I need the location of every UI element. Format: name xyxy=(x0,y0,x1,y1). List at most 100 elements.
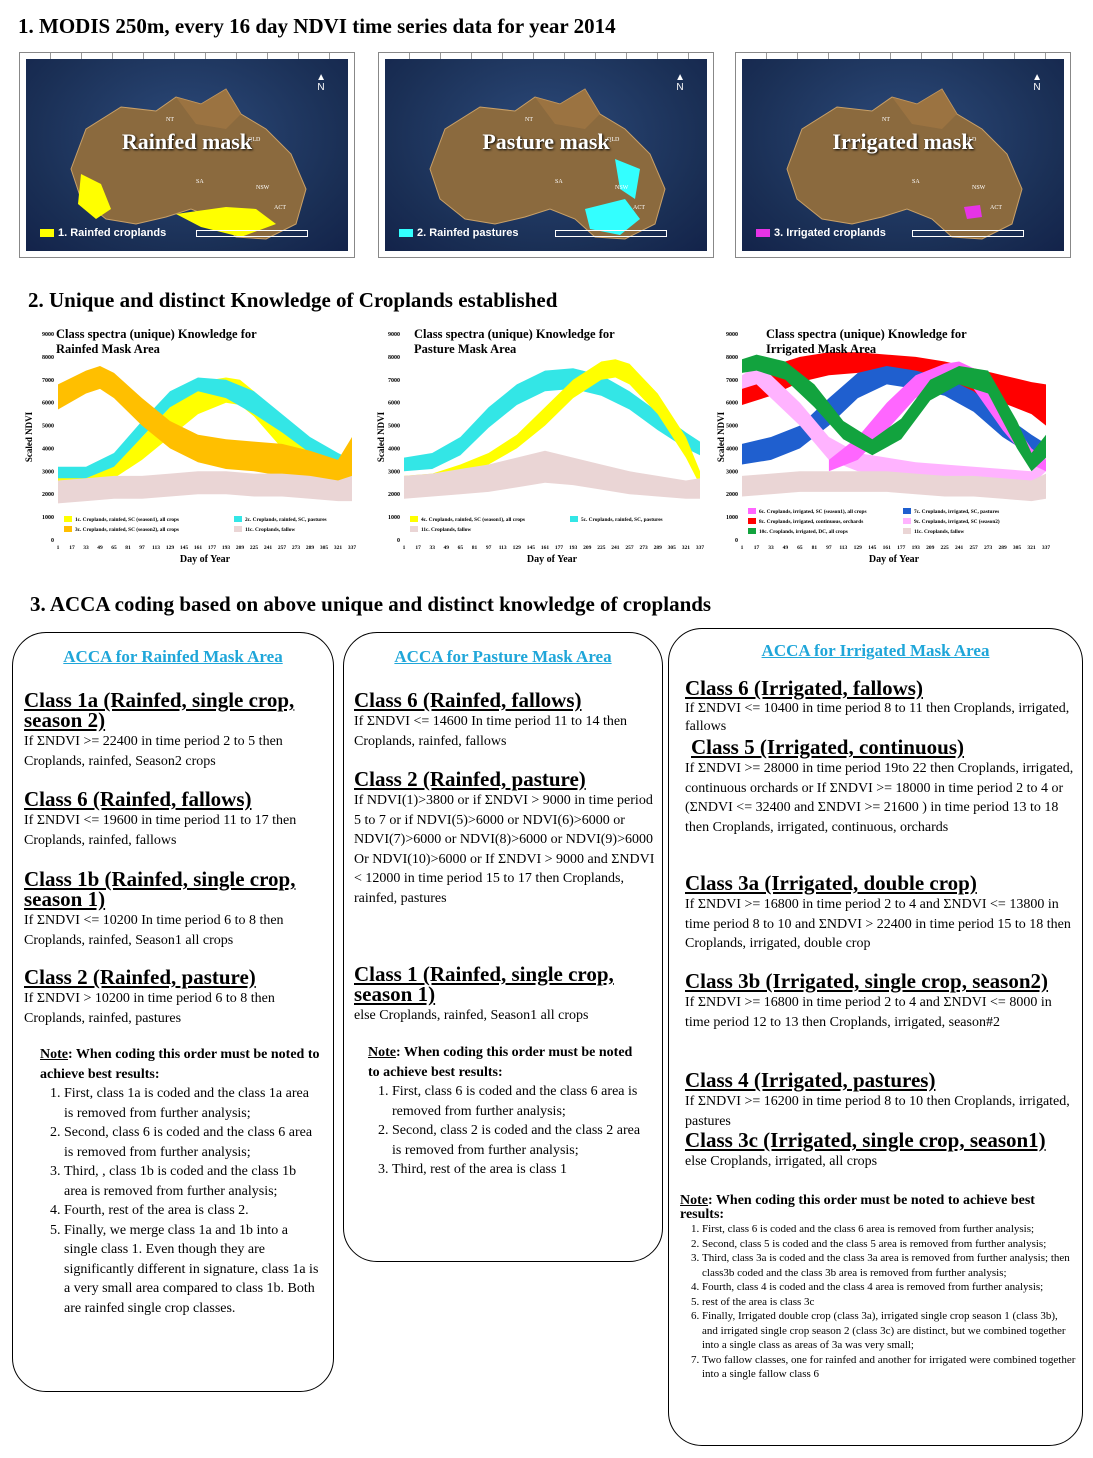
x-tick-label: 225 xyxy=(941,545,950,551)
legend-swatch xyxy=(40,229,54,237)
x-tick-label: 337 xyxy=(348,545,357,551)
legend-swatch xyxy=(748,508,756,514)
note-list: First, class 1a is coded and the class 1… xyxy=(24,1084,320,1318)
state-label: ACT xyxy=(633,205,645,211)
chart-title: Class spectra (unique) Knowledge for xyxy=(766,327,967,341)
x-tick-label: 289 xyxy=(998,545,1007,551)
series-band xyxy=(404,450,700,499)
y-tick-label: 5000 xyxy=(388,424,400,430)
y-tick-label: 1000 xyxy=(42,515,54,521)
legend-swatch xyxy=(570,516,578,522)
legend-swatch xyxy=(64,526,72,532)
north-arrow-icon: ▲ N xyxy=(316,72,326,93)
note-item: First, class 6 is coded and the class 6 … xyxy=(702,1222,1076,1237)
irrigated-class-3a: Class 3a (Irrigated, double crop) If ΣND… xyxy=(685,873,1077,954)
legend-label: 1. Rainfed croplands xyxy=(58,227,167,239)
x-tick-label: 97 xyxy=(486,545,492,551)
x-tick-label: 1 xyxy=(741,545,744,551)
y-tick-label: 6000 xyxy=(42,401,54,407)
note-item: Fourth, rest of the area is class 2. xyxy=(64,1201,320,1221)
class-heading: Class 6 (Rainfed, fallows) xyxy=(24,787,252,811)
x-tick-label: 17 xyxy=(69,545,75,551)
x-tick-label: 289 xyxy=(654,545,663,551)
class-rule: If ΣNDVI >= 16800 in time period 2 to 4 … xyxy=(685,995,1052,1030)
note-label: Note xyxy=(368,1045,396,1060)
x-tick-label: 193 xyxy=(912,545,921,551)
x-axis-label: Day of Year xyxy=(527,554,578,565)
irrigated-class-3c: Class 3c (Irrigated, single crop, season… xyxy=(685,1130,1077,1172)
class-rule: If ΣNDVI <= 19600 in time period 11 to 1… xyxy=(24,813,297,848)
state-label: NT xyxy=(882,117,890,123)
x-tick-label: 65 xyxy=(111,545,117,551)
map-frame xyxy=(379,53,713,59)
y-tick-label: 7000 xyxy=(42,378,54,384)
state-label: NSW xyxy=(256,185,270,191)
legend-swatch xyxy=(234,516,242,522)
class-rule: If ΣNDVI <= 10400 in time period 8 to 11… xyxy=(685,701,1070,734)
x-tick-label: 145 xyxy=(180,545,189,551)
x-tick-label: 193 xyxy=(222,545,231,551)
legend-swatch xyxy=(410,526,418,532)
x-tick-label: 1 xyxy=(403,545,406,551)
note-head: : When coding this order must be noted t… xyxy=(40,1047,320,1082)
series-band xyxy=(404,368,700,472)
x-tick-label: 241 xyxy=(955,545,964,551)
rainfed-coding-note: Note: When coding this order must be not… xyxy=(24,1045,320,1318)
state-label: QLD xyxy=(248,137,261,143)
legend-swatch xyxy=(748,518,756,524)
irrigated-class-5: Class 5 (Irrigated, continuous) If ΣNDVI… xyxy=(685,737,1077,837)
legend-swatch xyxy=(756,229,770,237)
section-2-heading: 2. Unique and distinct Knowledge of Crop… xyxy=(28,288,558,312)
rainfed-spectra-chart: 0 1000 2000 3000 4000 5000 6000 7000 8000 9000 1 17… xyxy=(20,322,360,582)
x-tick-label: 337 xyxy=(1042,545,1051,551)
series-band xyxy=(58,377,352,488)
pasture-class-1: Class 1 (Rainfed, single crop, season 1)… xyxy=(354,964,660,1026)
class-rule: If ΣNDVI >= 16200 in time period 8 to 10… xyxy=(685,1094,1070,1129)
x-tick-label: 305 xyxy=(320,545,329,551)
series-band xyxy=(742,366,1046,465)
mask-area xyxy=(585,159,640,235)
class-heading: Class 3a (Irrigated, double crop) xyxy=(685,871,977,895)
class-heading: Class 4 (Irrigated, pastures) xyxy=(685,1068,936,1092)
mask-area xyxy=(78,174,276,237)
x-tick-label: 193 xyxy=(569,545,578,551)
x-axis-label: Day of Year xyxy=(869,554,920,565)
x-tick-label: 161 xyxy=(883,545,892,551)
series-band xyxy=(742,354,1046,472)
y-tick-label: 3000 xyxy=(388,469,400,475)
x-tick-label: 49 xyxy=(444,545,450,551)
legend-swatch xyxy=(234,526,242,532)
legend-label: 11c. Croplands, fallow xyxy=(245,527,295,533)
x-tick-label: 161 xyxy=(541,545,550,551)
x-tick-label: 305 xyxy=(668,545,677,551)
series-band xyxy=(58,366,352,495)
legend-swatch xyxy=(748,528,756,534)
note-item: Second, class 6 is coded and the class 6… xyxy=(64,1123,320,1162)
map-title: Rainfed mask xyxy=(121,129,253,154)
class-heading: Class 5 (Irrigated, continuous) xyxy=(691,735,965,759)
y-tick-label: 6000 xyxy=(388,401,400,407)
x-tick-label: 113 xyxy=(152,545,160,551)
x-tick-label: 273 xyxy=(639,545,648,551)
north-arrow-icon: ▲ N xyxy=(675,72,685,93)
state-label: SA xyxy=(555,179,563,185)
map-image: NT QLD SA NSW ACT Rainfed mask ▲ N 1. Rainfed cr… xyxy=(26,59,348,251)
y-tick-label: 9000 xyxy=(42,332,54,338)
x-tick-label: 17 xyxy=(754,545,760,551)
acca-rainfed-title: ACCA for Rainfed Mask Area xyxy=(63,647,283,666)
pasture-class-2: Class 2 (Rainfed, pasture) If NDVI(1)>38… xyxy=(354,769,656,908)
state-label: ACT xyxy=(990,205,1002,211)
x-tick-label: 257 xyxy=(625,545,634,551)
x-tick-label: 81 xyxy=(812,545,818,551)
x-tick-label: 97 xyxy=(826,545,832,551)
state-label: QLD xyxy=(964,137,977,143)
note-head: : When coding this order must be noted t… xyxy=(368,1045,633,1080)
legend-swatch xyxy=(903,518,911,524)
legend-label: 1c. Croplands, rainfed, SC (season1), al… xyxy=(75,516,179,523)
x-tick-label: 129 xyxy=(854,545,863,551)
rainfed-class-6: Class 6 (Rainfed, fallows) If ΣNDVI <= 1… xyxy=(24,789,324,850)
acca-pasture-title: ACCA for Pasture Mask Area xyxy=(394,647,612,666)
chart-title: Irrigated Mask Area xyxy=(766,342,877,356)
note-item: Fourth, class 4 is coded and the class 4… xyxy=(702,1280,1076,1295)
pasture-coding-note: Note: When coding this order must be not… xyxy=(352,1043,644,1180)
